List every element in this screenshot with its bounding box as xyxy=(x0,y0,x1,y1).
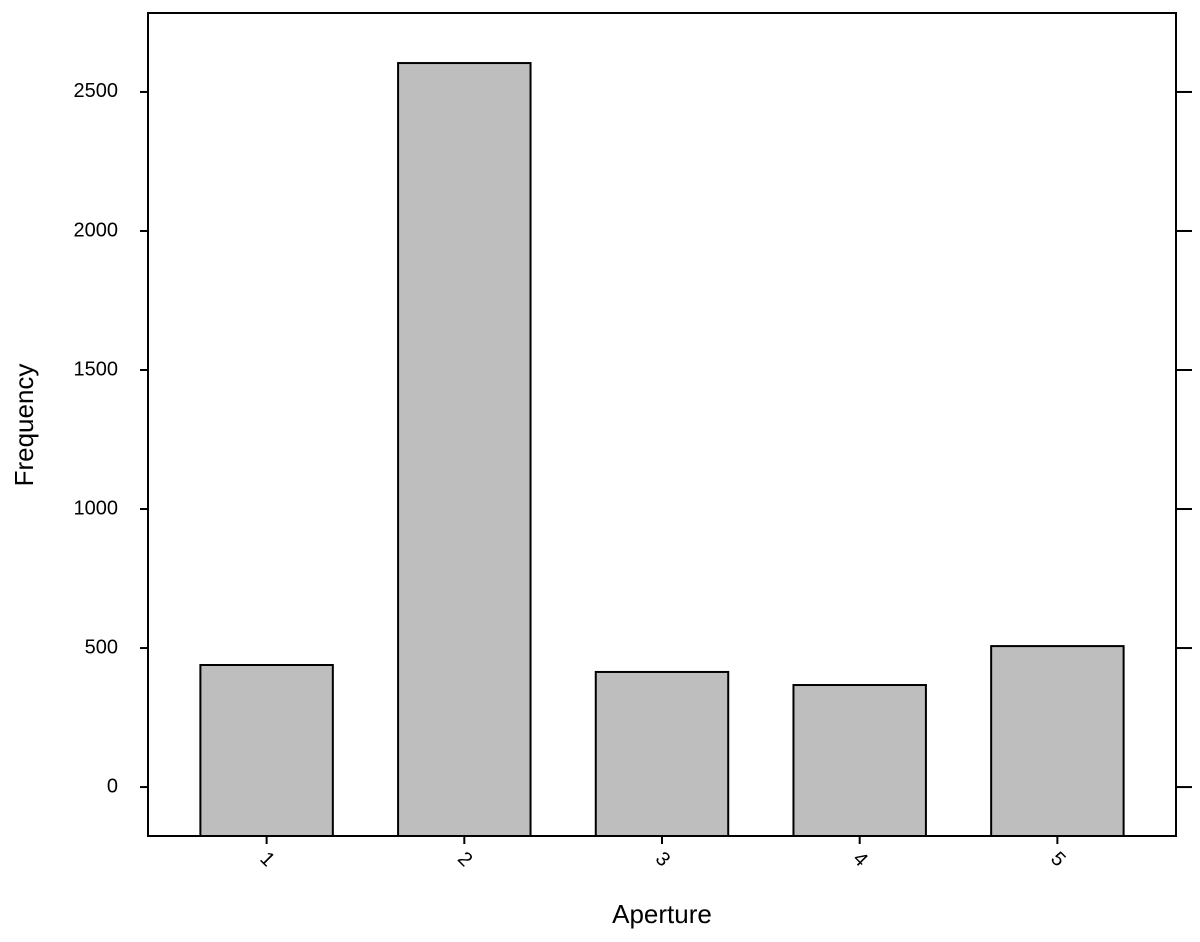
panel-border xyxy=(147,12,1177,837)
x-tick-label: 4 xyxy=(848,848,871,871)
y-tick-label: 0 xyxy=(107,775,118,797)
bar xyxy=(594,670,730,837)
bar xyxy=(792,684,927,837)
x-tick-label: 5 xyxy=(1046,848,1069,871)
x-tick-label: 2 xyxy=(453,848,476,871)
bar xyxy=(397,62,532,837)
y-tick-label: 1500 xyxy=(74,358,119,380)
y-tick-label: 500 xyxy=(85,636,118,658)
y-tick-label: 1000 xyxy=(74,497,119,519)
x-axis-label: Aperture xyxy=(612,899,712,929)
y-tick-label: 2000 xyxy=(74,219,119,241)
y-tick-label: 2500 xyxy=(74,80,119,102)
x-tick-label: 1 xyxy=(255,848,278,871)
bar xyxy=(199,664,334,837)
x-tick-label: 3 xyxy=(651,848,674,871)
bar xyxy=(990,645,1125,838)
y-axis-label: Frequency xyxy=(9,364,39,487)
